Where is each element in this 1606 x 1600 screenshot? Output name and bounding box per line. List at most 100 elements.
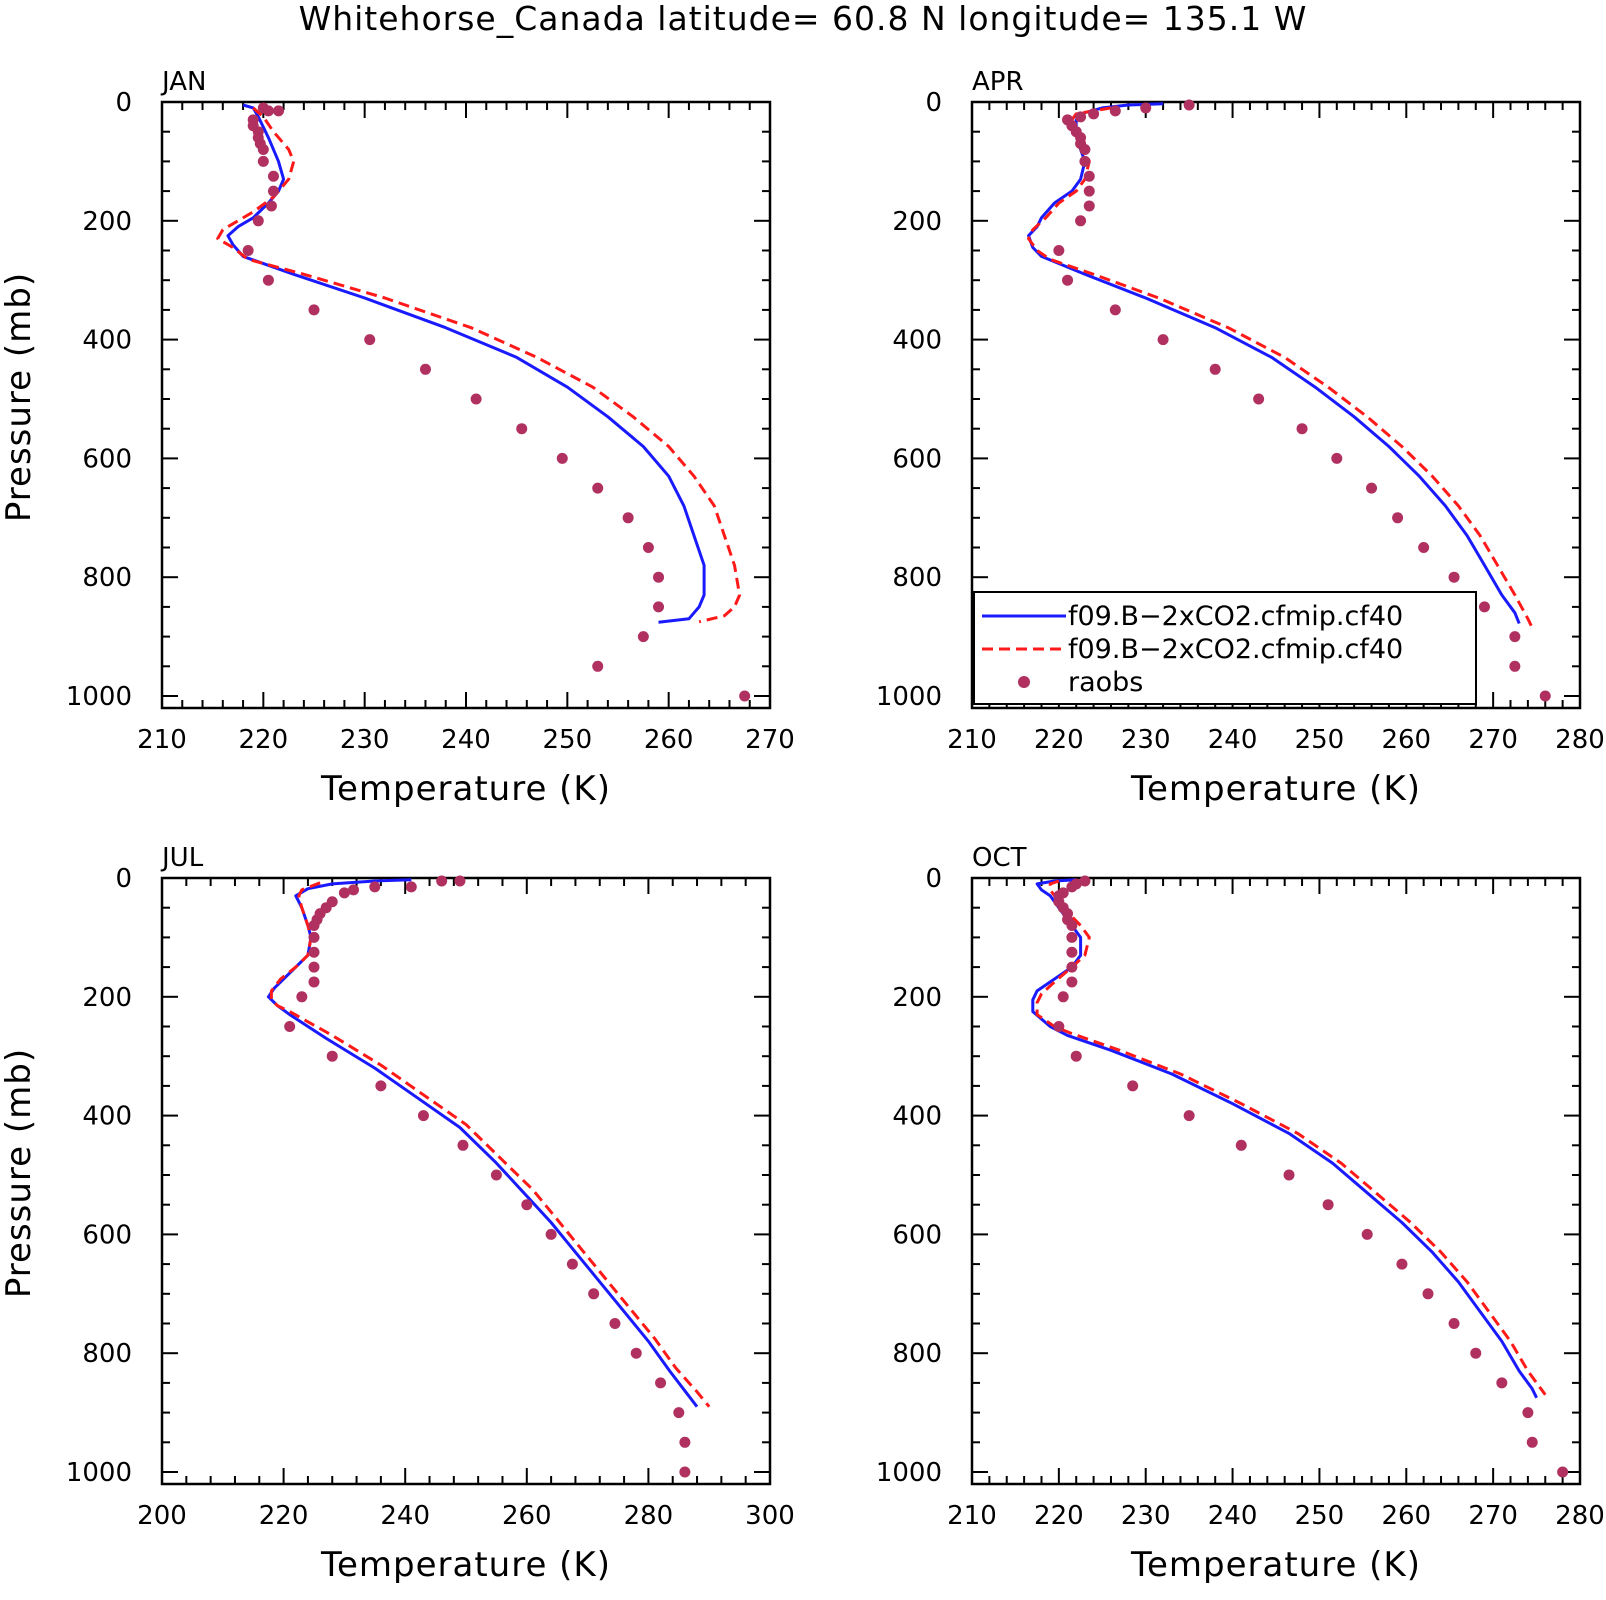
obs-marker [739,690,751,702]
obs-marker [556,452,568,464]
obs-marker [1053,1021,1065,1032]
x-tick-label: 250 [1295,725,1345,755]
x-tick-label: 300 [745,1501,795,1531]
y-tick-label: 1000 [66,682,132,712]
obs-marker [308,976,320,988]
panel-title: OCT [972,843,1027,873]
obs-marker [375,1080,387,1092]
obs-marker [1066,920,1078,932]
x-tick-label: 260 [502,1501,552,1531]
obs-marker [1283,1169,1295,1181]
obs-marker [1418,542,1430,553]
obs-marker [267,185,279,197]
panel-jan: JAN 210 220 230 240 250 260 270 0 200 400 600 800 100… [0,67,795,809]
series-line-dashed [1035,879,1547,1396]
obs-marker [273,105,285,117]
y-tick-label: 0 [115,88,132,118]
obs-marker [419,363,431,375]
obs-marker [1253,393,1265,405]
obs-marker [1075,111,1087,123]
obs-marker [296,991,308,1003]
panel-oct: OCT 210 220 230 240 250 260 270 280 0 200 400 600 800… [876,843,1605,1585]
x-tick-label: 270 [1468,725,1518,755]
obs-marker [1509,631,1521,643]
y-tick-label: 200 [892,207,942,237]
x-tick-label: 240 [1208,1501,1258,1531]
x-tick-label: 280 [1555,725,1605,755]
obs-marker [1079,144,1091,156]
obs-marker [1070,1050,1082,1062]
obs-marker [1066,961,1078,973]
obs-marker [1331,452,1343,464]
series-line-solid [226,103,706,624]
series-line-dashed [1027,106,1534,629]
obs-marker [454,875,466,887]
obs-marker [545,1228,557,1240]
y-axis-label: Pressure (mb) [0,272,39,522]
obs-marker [1366,482,1378,494]
obs-marker [1526,1436,1538,1448]
legend-label: f09.B−2xCO2.cfmip.cf40 [1068,601,1403,632]
obs-marker [242,245,254,256]
obs-marker [308,946,320,958]
obs-marker [1157,334,1169,346]
plot-frame [970,100,1582,710]
obs-marker [1183,99,1195,111]
obs-marker [470,393,482,405]
obs-marker [326,1050,338,1062]
obs-marker [653,601,665,613]
x-tick-label: 230 [1121,725,1171,755]
obs-marker [364,334,376,346]
legend-swatch-marker [1018,676,1030,688]
y-tick-label: 0 [925,88,942,118]
series-line-solid [1027,102,1521,625]
x-tick-label: 260 [1381,725,1431,755]
obs-marker [1066,931,1078,943]
obs-marker [1109,304,1121,316]
obs-marker [1509,660,1521,672]
x-tick-label: 210 [947,725,997,755]
obs-marker [308,304,320,316]
obs-marker [1478,601,1490,613]
obs-marker [308,961,320,973]
x-tick-label: 280 [624,1501,674,1531]
y-tick-label: 200 [892,983,942,1013]
y-tick-label: 1000 [876,682,942,712]
obs-marker [1539,690,1551,702]
panel-title: JAN [160,67,206,97]
obs-marker [1079,155,1091,167]
obs-marker [252,215,264,227]
y-tick-label: 800 [892,563,942,593]
obs-marker [1062,274,1074,286]
obs-marker [262,274,274,286]
x-tick-label: 260 [1381,1501,1431,1531]
obs-marker [267,170,279,182]
obs-marker [417,1110,429,1122]
obs-marker [1361,1228,1373,1240]
panel-apr: APR 210 220 230 240 250 260 270 280 0 200 400 600 800… [876,67,1605,809]
plots-layer: JAN 210 220 230 240 250 260 270 0 200 400 600 800 100… [0,67,1605,1585]
obs-marker [490,1169,502,1181]
obs-marker [257,155,269,167]
plot-frame [160,876,772,1486]
x-tick-label: 250 [543,725,593,755]
obs-marker [1209,363,1221,375]
x-tick-label: 240 [441,725,491,755]
obs-marker [655,1377,667,1389]
x-tick-label: 240 [380,1501,430,1531]
obs-marker [1296,423,1308,435]
obs-marker [1235,1139,1247,1151]
obs-marker [308,920,320,932]
obs-marker [1557,1466,1569,1478]
obs-marker [679,1436,691,1448]
obs-marker [1079,875,1091,887]
y-tick-label: 800 [82,1339,132,1369]
obs-marker [1083,170,1095,182]
obs-marker [1083,185,1095,197]
obs-marker [630,1347,642,1359]
obs-marker [284,1021,296,1032]
obs-marker [1470,1347,1482,1359]
y-tick-label: 400 [892,326,942,356]
obs-marker [338,887,350,899]
